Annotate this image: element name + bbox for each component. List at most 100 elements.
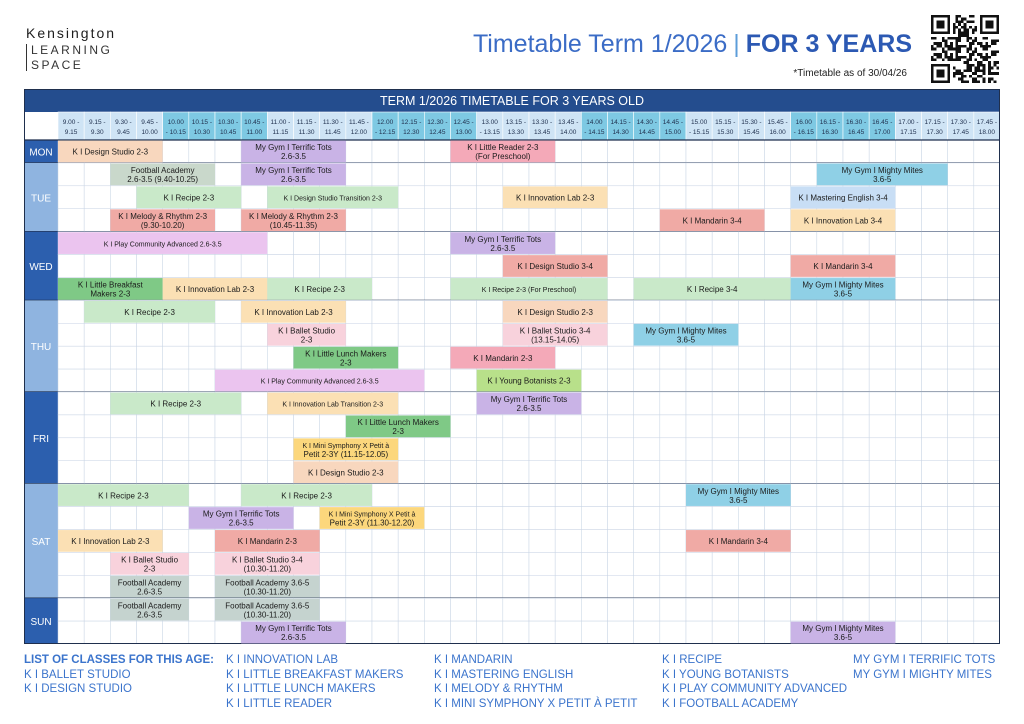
time-slot-header: [424, 111, 451, 141]
class-block: [58, 140, 163, 163]
class-name: K I Little Lunch Makers: [305, 349, 386, 358]
time-slot-header: [136, 111, 163, 141]
time-slot-end: - 16.15: [794, 129, 815, 136]
class-list-item: K I LITTLE READER: [226, 697, 333, 710]
class-name: K I Mandarin 3-4: [709, 537, 769, 546]
day-name: FRI: [33, 434, 49, 445]
time-slot-header: [868, 111, 896, 141]
class-block: [790, 255, 896, 277]
time-slot-start: 13.15 -: [506, 119, 526, 126]
class-block: [241, 209, 346, 232]
class-name: K I Young Botanists 2-3: [487, 377, 571, 386]
class-name: 2.6-3.5: [281, 152, 306, 161]
class-name: 3.6-5: [677, 335, 696, 344]
time-slot-end: 17.30: [926, 129, 943, 136]
time-slot-header: [371, 111, 399, 141]
day-name: SUN: [30, 617, 51, 628]
time-slot-end: 10.45: [220, 129, 237, 136]
class-name: My Gym I Mighty Mites: [842, 166, 923, 175]
class-name: 2.6-3.5: [137, 587, 162, 596]
class-block: [686, 484, 791, 506]
class-name: K I Recipe 2-3: [281, 491, 332, 500]
time-slot-end: 13.00: [455, 129, 472, 136]
time-slot-end: 9.30: [91, 129, 104, 136]
class-name: 2.6-3.5: [517, 404, 542, 413]
time-slot-end: 15.45: [743, 129, 760, 136]
class-block: [502, 300, 608, 323]
class-name: My Gym I Mighty Mites: [802, 281, 883, 290]
class-name: 2.6-3.5: [490, 244, 515, 253]
class-name: K I Design Studio 2-3: [517, 308, 593, 317]
time-slot-start: 9.30 -: [115, 119, 132, 126]
time-slot-header: [633, 111, 661, 141]
day-name: WED: [29, 262, 52, 273]
class-block: [659, 209, 765, 232]
class-name: K I Little Lunch Makers: [357, 418, 438, 427]
class-block: [188, 507, 294, 529]
class-name: (9.30-10.20): [141, 221, 185, 230]
time-slot-end: 18.00: [979, 129, 996, 136]
class-name: (10.30-11.20): [244, 565, 292, 574]
class-name: 2.6-3.5: [281, 175, 306, 184]
class-name: K I Innovation Lab 2-3: [516, 193, 595, 202]
class-name: Makers 2-3: [90, 290, 131, 299]
time-slot-header: [921, 111, 948, 141]
time-slot-header: [685, 111, 713, 141]
class-block: [136, 186, 242, 209]
class-block: [162, 278, 268, 300]
class-list-item: K I BALLET STUDIO: [24, 668, 131, 681]
time-slot-header: [842, 111, 870, 141]
class-block: [215, 575, 320, 598]
class-list-item: K I LITTLE LUNCH MAKERS: [226, 683, 376, 695]
class-block: [293, 461, 399, 484]
class-block: [476, 369, 582, 392]
time-slot-start: 12.30 -: [427, 119, 447, 126]
class-name: K I Play Community Advanced 2.6-3.5: [104, 241, 222, 248]
class-block: [110, 392, 242, 415]
class-name: (10.30-11.20): [244, 610, 292, 619]
time-slot-end: 17.00: [874, 129, 891, 136]
class-name: K I Design Studio 3-4: [517, 262, 593, 271]
page-title: Timetable Term 1/2026 | FOR 3 YEARS: [473, 30, 912, 59]
class-block: [110, 552, 189, 575]
class-name: K I Recipe 2-3: [163, 193, 214, 202]
time-slot-end: 16.00: [769, 129, 786, 136]
time-slot-start: 10.00: [168, 119, 185, 126]
time-slot-start: 10.15 -: [192, 119, 212, 126]
class-name: My Gym I Mighty Mites: [802, 624, 883, 633]
time-slot-start: 13.00: [482, 119, 499, 126]
class-block: [110, 598, 189, 621]
time-slot-header: [267, 111, 294, 141]
class-block: [110, 575, 189, 598]
class-name: K I Design Studio Transition 2-3: [284, 195, 383, 202]
time-slot-header: [397, 111, 425, 141]
time-slot-header: [162, 111, 190, 141]
class-block: [267, 323, 346, 346]
class-block: [816, 163, 948, 186]
time-slot-start: 17.45 -: [977, 119, 997, 126]
time-slot-end: 14.30: [612, 129, 629, 136]
class-block: [790, 186, 896, 209]
class-name: 3.6-5: [873, 175, 892, 184]
time-slot-end: - 15.15: [689, 129, 710, 136]
class-list-item: K I MINI SYMPHONY X PETIT À PETIT: [434, 697, 638, 710]
class-name: 3.6-5: [729, 496, 748, 505]
time-slot-start: 10.45 -: [244, 119, 264, 126]
class-block: [293, 438, 399, 461]
timetable-date-note: *Timetable as of 30/04/26: [793, 68, 907, 79]
class-list-item: K I YOUNG BOTANISTS: [662, 668, 789, 681]
time-slot-header: [319, 111, 347, 141]
class-list-item: K I RECIPE: [662, 654, 723, 666]
class-name: My Gym I Terrific Tots: [255, 143, 332, 152]
time-slot-start: 15.00: [691, 119, 708, 126]
timetable-grid: TERM 1/2026 TIMETABLE FOR 3 YEARS OLD 9.0…: [24, 89, 1000, 644]
class-name: Football Academy 3.6-5: [225, 578, 310, 587]
time-slot-start: 17.15 -: [924, 119, 944, 126]
time-slot-end: - 14.15: [584, 129, 605, 136]
class-name: 2.6-3.5: [281, 633, 306, 642]
class-block: [267, 186, 399, 209]
time-slot-end: 16.45: [848, 129, 865, 136]
class-block: [267, 278, 372, 300]
time-slot-start: 10.30 -: [218, 119, 238, 126]
time-slot-header: [214, 111, 242, 141]
